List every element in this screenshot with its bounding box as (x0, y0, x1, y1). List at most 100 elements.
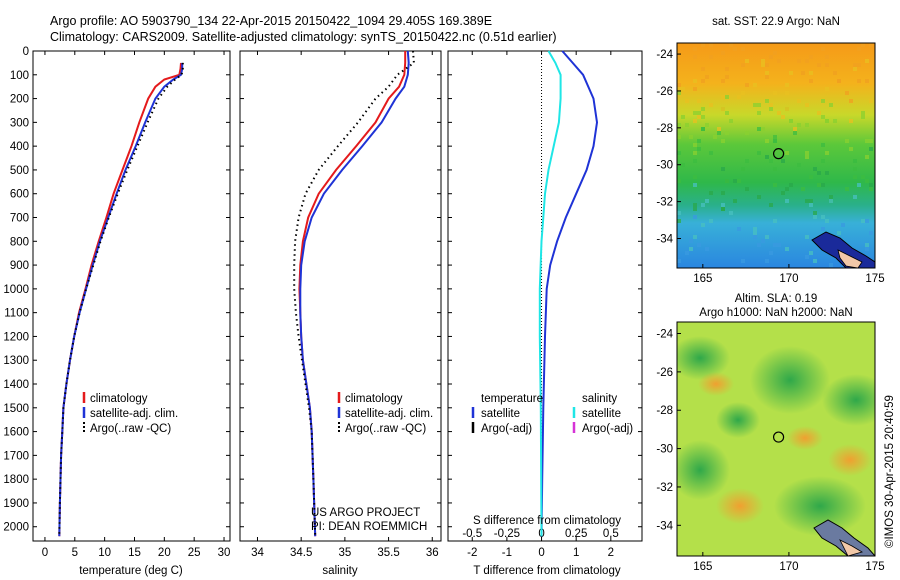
x-tick-label: 35.5 (377, 547, 399, 559)
legend-label-temp-argo: Argo(-adj) (481, 423, 532, 435)
x-tick-label: 36 (426, 547, 439, 559)
map-x-tick-label: 165 (693, 561, 712, 573)
map-y-tick-label: -28 (656, 123, 673, 135)
x-tick-label-secondary: -0.25 (494, 528, 520, 540)
y-tick-label: 700 (10, 213, 29, 225)
series-line (298, 51, 407, 537)
difference-xlabel: T difference from climatology (473, 565, 620, 577)
sst-map-title: sat. SST: 22.9 Argo: NaN (712, 16, 840, 28)
coastline (811, 231, 875, 268)
legend-label-climatology: climatology (90, 393, 148, 405)
legend-label-argo: Argo(..raw -QC) (90, 423, 171, 435)
y-tick-label: 1400 (3, 379, 29, 391)
x-tick-label: 15 (128, 547, 141, 559)
land (839, 539, 863, 556)
x-tick-label: -1 (502, 547, 512, 559)
sla-map-subtitle: Argo h1000: NaN h2000: NaN (699, 307, 852, 319)
sla-map-frame (676, 321, 876, 557)
x-tick-label: 34.5 (290, 547, 312, 559)
difference-xlabel-2: S difference from climatology (473, 515, 621, 527)
y-tick-label: 900 (10, 260, 29, 272)
x-tick-label: 1 (573, 547, 579, 559)
argo-position-marker (772, 148, 785, 160)
pi-annotation: PI: DEAN ROEMMICH (311, 521, 427, 533)
land (837, 249, 863, 268)
y-tick-label: 500 (10, 165, 29, 177)
x-tick-label: 0 (42, 547, 48, 559)
x-tick-label: 10 (98, 547, 111, 559)
map-x-tick-label: 165 (693, 273, 712, 285)
legend-heading-salinity: salinity (582, 393, 617, 405)
y-tick-label: 1900 (3, 498, 29, 510)
x-tick-label: -2 (467, 547, 477, 559)
imos-credit: ©IMOS 30-Apr-2015 20:40:59 (884, 395, 896, 548)
series-line (58, 62, 184, 537)
series-line (299, 50, 410, 537)
x-tick-label-secondary: -0.5 (462, 528, 482, 540)
legend-label-satellite: satellite-adj. clim. (345, 408, 433, 420)
map-y-tick-label: -26 (656, 367, 673, 379)
x-tick-label: 25 (188, 547, 201, 559)
salinity-xlabel: salinity (322, 565, 357, 577)
x-tick-label: 5 (72, 547, 78, 559)
difference-legend: temperature satellite Argo(-adj) salinit… (471, 393, 633, 435)
map-y-tick-label: -24 (656, 49, 673, 61)
legend-label-sal-satellite: satellite (582, 408, 621, 420)
y-tick-label: 1500 (3, 403, 29, 415)
legend-label-satellite: satellite-adj. clim. (90, 408, 178, 420)
salinity-plot: 34 34.5 35 35.5 36 (240, 50, 441, 559)
sst-map (677, 43, 875, 268)
header-line-1: Argo profile: AO 5903790_134 22-Apr-2015… (50, 14, 492, 28)
temperature-legend: climatology satellite-adj. clim. Argo(..… (82, 392, 178, 435)
legend-label-temp-satellite: satellite (481, 408, 520, 420)
map-y-tick-label: -34 (656, 233, 673, 245)
series-line (538, 50, 562, 537)
header-line-2: Climatology: CARS2009. Satellite-adjuste… (50, 30, 557, 44)
map-y-tick-label: -30 (656, 160, 673, 172)
temperature-plot: 0 5 10 15 20 25 300100200300400500600700800900… (3, 46, 230, 559)
map-x-tick-label: 170 (779, 561, 798, 573)
x-tick-label: 0 (538, 547, 544, 559)
sla-map (677, 322, 875, 556)
argo-position-marker (772, 431, 785, 443)
sst-map-frame (676, 42, 876, 269)
temperature-xlabel: temperature (deg C) (79, 565, 183, 577)
project-annotation: US ARGO PROJECT (311, 507, 420, 519)
temperature-panel (32, 50, 231, 542)
legend-label-argo: Argo(..raw -QC) (345, 423, 426, 435)
y-tick-label: 400 (10, 141, 29, 153)
sla-map-title: Altim. SLA: 0.19 (735, 293, 817, 305)
map-y-tick-label: -30 (656, 444, 673, 456)
salinity-legend: climatology satellite-adj. clim. Argo(..… (337, 392, 433, 435)
map-y-tick-label: -32 (656, 197, 673, 209)
y-tick-label: 1700 (3, 450, 29, 462)
legend-heading-temperature: temperature (481, 393, 543, 405)
x-tick-label-secondary: 0.25 (565, 528, 587, 540)
map-y-tick-label: -34 (656, 520, 673, 532)
y-tick-label: 0 (23, 46, 29, 58)
y-tick-label: 100 (10, 70, 29, 82)
x-tick-label-secondary: 0.5 (603, 528, 619, 540)
sla-map-axes: 165 170 175 -24 -26 -28 -30 -32 -34 (656, 329, 884, 573)
sst-map-axes: 165 170 175 -24 -26 -28 -30 -32 -34 (656, 49, 884, 285)
map-y-tick-label: -32 (656, 482, 673, 494)
x-tick-label: 35 (338, 547, 351, 559)
y-tick-label: 1600 (3, 427, 29, 439)
x-tick-label: 20 (158, 547, 171, 559)
x-tick-label: 30 (218, 547, 231, 559)
map-x-tick-label: 175 (865, 273, 884, 285)
map-y-tick-label: -24 (656, 329, 673, 341)
series-line (58, 62, 184, 537)
y-tick-label: 1800 (3, 474, 29, 486)
legend-label-climatology: climatology (345, 393, 403, 405)
series-line (540, 50, 599, 537)
y-tick-label: 800 (10, 236, 29, 248)
y-tick-label: 1200 (3, 331, 29, 343)
legend-label-sal-argo: Argo(-adj) (582, 423, 633, 435)
map-y-tick-label: -26 (656, 86, 673, 98)
map-x-tick-label: 170 (779, 273, 798, 285)
y-tick-label: 2000 (3, 522, 29, 534)
y-tick-label: 200 (10, 94, 29, 106)
